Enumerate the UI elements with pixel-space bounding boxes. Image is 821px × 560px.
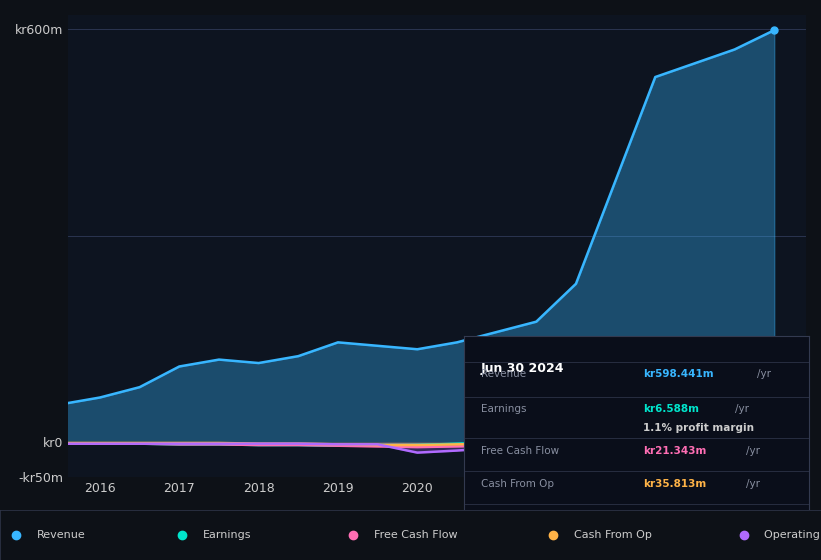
Text: Earnings: Earnings: [203, 530, 251, 540]
Text: /yr: /yr: [746, 446, 760, 456]
Text: Revenue: Revenue: [481, 369, 526, 379]
Text: Operating Expenses: Operating Expenses: [764, 530, 821, 540]
Text: Jun 30 2024: Jun 30 2024: [481, 362, 565, 375]
Text: Cash From Op: Cash From Op: [574, 530, 652, 540]
Text: Free Cash Flow: Free Cash Flow: [481, 446, 559, 456]
Text: 1.1% profit margin: 1.1% profit margin: [643, 423, 754, 433]
Text: Free Cash Flow: Free Cash Flow: [374, 530, 457, 540]
Text: /yr: /yr: [735, 404, 749, 414]
Text: /yr: /yr: [746, 512, 760, 521]
Text: /yr: /yr: [746, 479, 760, 488]
Text: kr21.343m: kr21.343m: [643, 446, 707, 456]
Text: /yr: /yr: [757, 369, 771, 379]
Text: Cash From Op: Cash From Op: [481, 479, 554, 488]
Text: kr56.946m: kr56.946m: [643, 512, 706, 521]
Text: kr598.441m: kr598.441m: [643, 369, 713, 379]
Text: kr35.813m: kr35.813m: [643, 479, 706, 488]
Text: Earnings: Earnings: [481, 404, 526, 414]
Text: Revenue: Revenue: [37, 530, 85, 540]
Text: kr6.588m: kr6.588m: [643, 404, 699, 414]
Text: Operating Expenses: Operating Expenses: [481, 512, 586, 521]
